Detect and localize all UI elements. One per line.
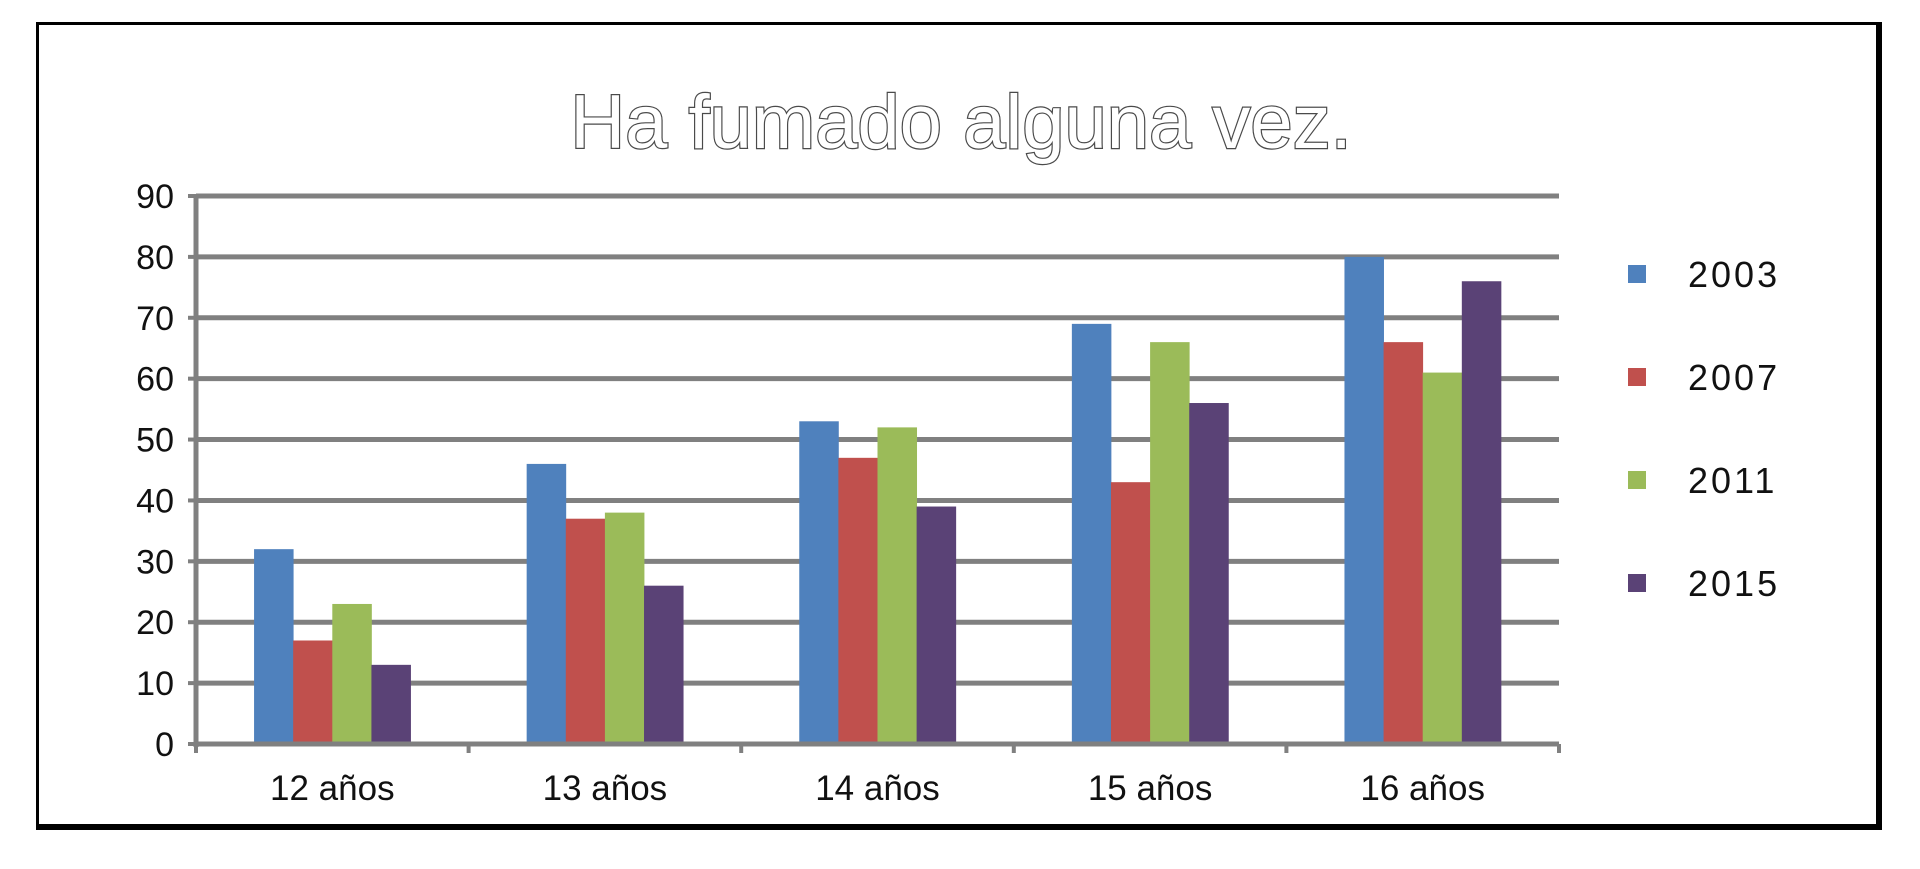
axes: 0 10 20 30 40 50 60 70 80 90 12 años 13 años 14 años… [136,178,1561,808]
legend-swatch-2003 [1628,265,1646,283]
bar-2003-1 [254,549,294,744]
bar-2011-1 [332,603,372,744]
legend-label-2003: 2003 [1688,254,1780,295]
bars [254,256,1502,744]
bar-2015-3 [916,506,957,744]
bar-2011-3 [877,427,918,744]
legend-swatch-2015 [1628,574,1646,592]
bar-2003-4 [1071,323,1112,744]
y-tick-label: 10 [136,665,174,703]
bar-2007-2 [565,518,606,744]
bar-2015-5 [1461,281,1502,744]
bar-2011-5 [1422,372,1463,744]
bar-2007-5 [1383,342,1424,744]
legend-label-2007: 2007 [1688,357,1780,398]
y-tick-label: 50 [136,422,174,460]
legend: 2003 2007 2011 2015 [1628,254,1780,604]
legend-label-2015: 2015 [1688,563,1780,604]
y-tick-label: 20 [136,604,174,642]
x-tick-label: 16 años [1360,769,1485,808]
x-tick-label: 13 años [543,769,668,808]
bar-2015-1 [371,664,411,744]
bar-2003-2 [526,463,567,744]
gridlines [196,193,1559,686]
y-tick-label: 70 [136,300,174,338]
legend-swatch-2007 [1628,368,1646,386]
bar-2015-4 [1189,403,1229,744]
y-tick-label: 80 [136,239,174,277]
legend-label-2011: 2011 [1688,460,1777,501]
y-tick-label: 90 [136,178,174,216]
y-tick-label: 0 [155,726,174,764]
legend-swatch-2011 [1628,471,1646,489]
y-tick-label: 40 [136,482,174,520]
x-tick-label: 12 años [270,769,395,808]
bar-2011-2 [604,512,645,744]
bar-2007-3 [838,457,878,744]
chart-title: Ha fumado alguna vez. [570,80,1352,165]
y-tick-label: 60 [136,361,174,399]
bar-2007-1 [293,640,333,744]
bar-2007-4 [1110,482,1151,744]
bar-2011-4 [1150,342,1190,744]
bar-2003-5 [1344,256,1384,744]
y-tick-label: 30 [136,543,174,581]
bar-2015-2 [644,585,684,744]
bar-2003-3 [799,421,839,744]
x-tick-label: 14 años [815,769,940,808]
x-tick-label: 15 años [1088,769,1213,808]
